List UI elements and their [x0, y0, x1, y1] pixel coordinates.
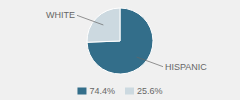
leader-line	[77, 15, 103, 25]
slice	[87, 8, 120, 42]
legend-label: 74.4%	[89, 86, 115, 96]
chart: HISPANIC WHITE 74.4% 25.6%	[0, 0, 240, 100]
background	[0, 0, 240, 100]
slice	[87, 8, 153, 74]
legend-label: 25.6%	[137, 86, 163, 96]
legend-swatch	[125, 88, 134, 95]
slice-label: WHITE	[46, 10, 75, 20]
legend: 74.4% 25.6%	[77, 86, 162, 96]
slice-label: HISPANIC	[165, 62, 207, 72]
leader-line	[137, 57, 163, 67]
annotations: HISPANIC WHITE	[46, 10, 207, 71]
legend-swatch	[77, 88, 86, 95]
slices	[87, 8, 153, 74]
